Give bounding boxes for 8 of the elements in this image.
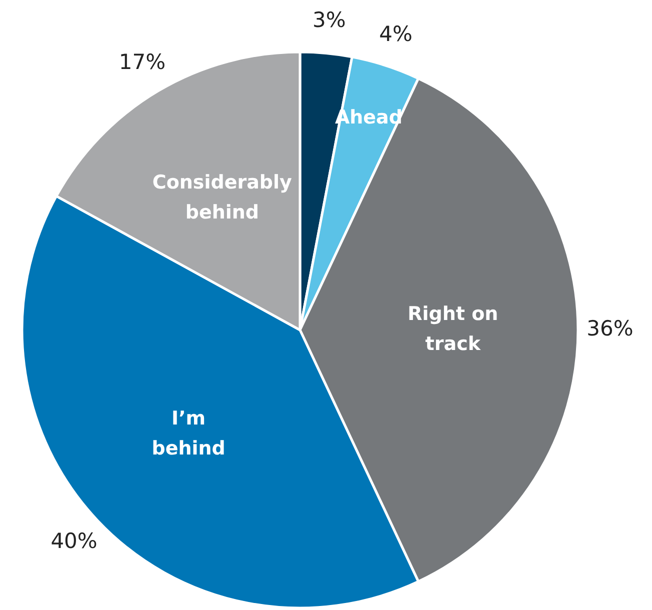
slice-label: Considerably behind xyxy=(152,172,293,224)
data-label: 17% xyxy=(118,50,166,74)
data-label: 40% xyxy=(50,528,98,553)
data-label: 36% xyxy=(586,316,634,341)
slice-label: Right on track xyxy=(408,303,498,356)
slice-label: I’m behind xyxy=(152,408,226,460)
data-label: 4% xyxy=(379,22,412,46)
data-label: 3% xyxy=(312,8,346,32)
